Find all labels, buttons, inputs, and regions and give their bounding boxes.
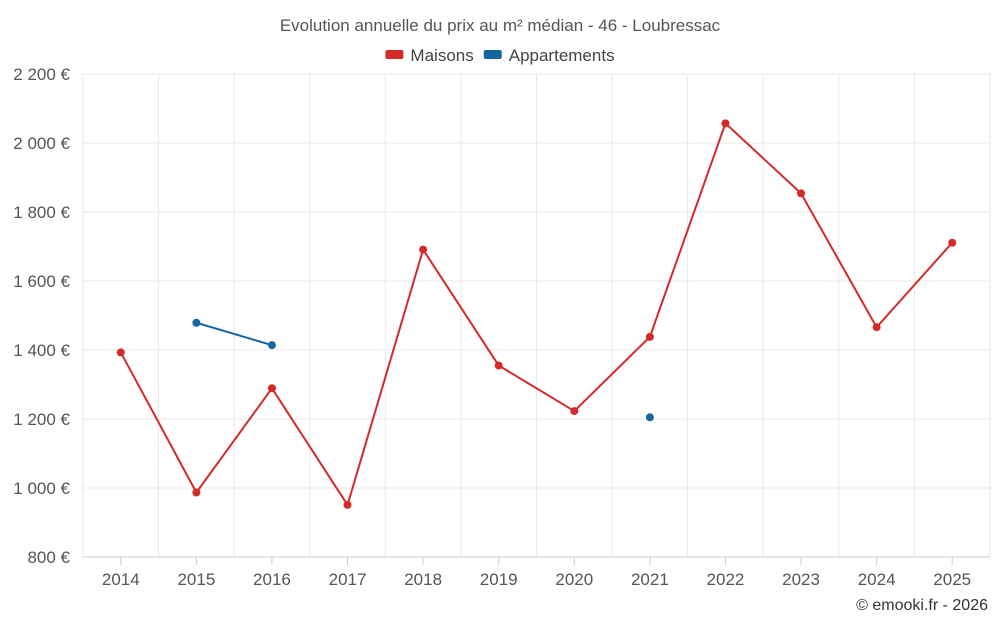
x-tick-label: 2025 [933, 570, 971, 589]
data-point-maisons[interactable] [797, 189, 806, 198]
x-axis: 2014 2015 2016 2017 2018 2019 2020 2021 2022 2023… [83, 556, 990, 589]
data-point-maisons[interactable] [948, 238, 957, 247]
x-tick-label: 2015 [177, 570, 215, 589]
y-axis: 800 € 1 000 € 1 200 € 1 400 € 1 600 € 1 800 €… [13, 65, 70, 567]
data-point-maisons[interactable] [721, 119, 730, 128]
data-point-appartements[interactable] [267, 341, 276, 350]
data-point-maisons[interactable] [645, 332, 654, 341]
x-tick-label: 2023 [782, 570, 820, 589]
y-tick-label: 1 600 € [13, 272, 70, 291]
legend-swatch [483, 50, 502, 59]
series-line-appartements [195, 321, 273, 347]
gridlines [82, 73, 991, 557]
y-tick-label: 1 000 € [13, 479, 70, 498]
legend-item-maisons[interactable]: Maisons [385, 46, 474, 65]
data-point-appartements[interactable] [645, 413, 654, 422]
credit-text: © emooki.fr - 2026 [856, 597, 988, 614]
data-point-maisons[interactable] [267, 384, 276, 393]
data-point-maisons[interactable] [116, 348, 125, 357]
x-tick-label: 2021 [631, 570, 669, 589]
y-tick-label: 2 000 € [13, 134, 70, 153]
y-tick-label: 800 € [27, 548, 70, 567]
x-tick-label: 2017 [329, 570, 367, 589]
legend: Maisons Appartements [385, 46, 615, 65]
y-tick-label: 1 200 € [13, 410, 70, 429]
data-point-maisons[interactable] [192, 488, 201, 497]
legend-swatch [385, 50, 404, 59]
y-tick-label: 1 400 € [13, 341, 70, 360]
x-tick-label: 2018 [404, 570, 442, 589]
x-tick-label: 2019 [480, 570, 518, 589]
x-tick-label: 2024 [858, 570, 896, 589]
series-line-maisons [119, 122, 954, 506]
data-point-maisons[interactable] [419, 245, 428, 254]
x-tick-label: 2014 [102, 570, 140, 589]
data-point-maisons[interactable] [872, 323, 881, 332]
legend-label: Maisons [410, 46, 473, 65]
x-tick-label: 2022 [707, 570, 745, 589]
y-tick-label: 2 200 € [13, 65, 70, 84]
series-maisons [116, 119, 957, 509]
x-tick-label: 2016 [253, 570, 291, 589]
data-point-maisons[interactable] [570, 407, 579, 416]
x-tick-label: 2020 [555, 570, 593, 589]
chart-title: Evolution annuelle du prix au m² médian … [280, 16, 721, 35]
data-point-maisons[interactable] [494, 361, 503, 370]
series-appartements [192, 318, 654, 422]
series-layer [116, 119, 957, 509]
y-tick-label: 1 800 € [13, 203, 70, 222]
legend-label: Appartements [509, 46, 615, 65]
data-point-appartements[interactable] [192, 318, 201, 327]
data-point-maisons[interactable] [343, 500, 352, 509]
legend-item-appartements[interactable]: Appartements [483, 46, 615, 65]
